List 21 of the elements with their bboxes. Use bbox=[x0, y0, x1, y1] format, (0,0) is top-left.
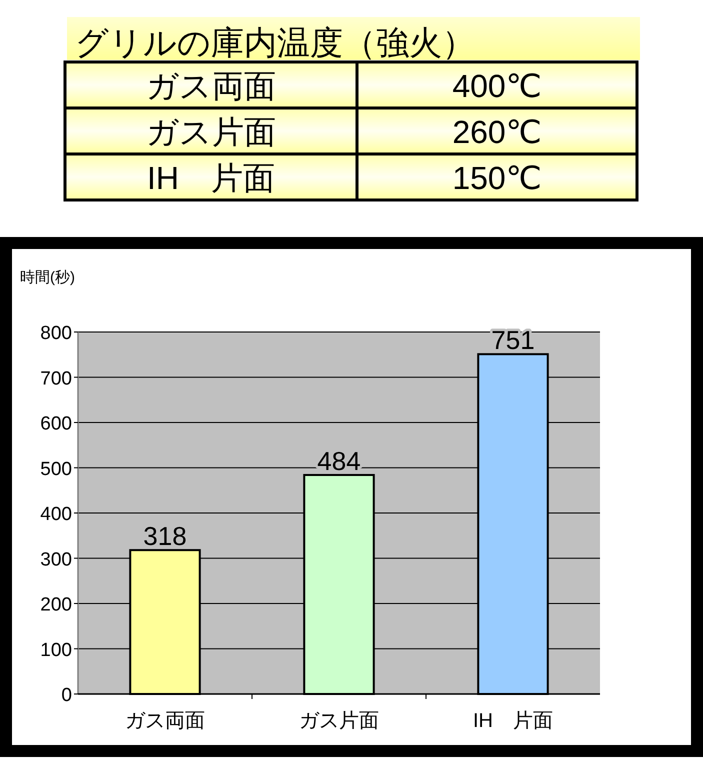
text: 150℃ bbox=[452, 160, 542, 196]
text: ガス両面 bbox=[146, 68, 276, 104]
y-axis-title: 時間(秒) bbox=[20, 269, 75, 286]
y-tick-label: 500 bbox=[40, 458, 72, 480]
y-tick-label: 200 bbox=[40, 594, 72, 616]
text: 260℃ bbox=[452, 114, 542, 150]
text: IH 片面 bbox=[147, 160, 275, 196]
y-tick-label: 600 bbox=[40, 414, 72, 434]
x-tick-label: ガス片面 bbox=[299, 710, 379, 732]
x-tick-label: IH 片面 bbox=[473, 710, 553, 732]
y-tick-label: 300 bbox=[40, 549, 72, 570]
data-label: 318 bbox=[143, 521, 187, 552]
y-tick-label: 400 bbox=[40, 504, 72, 525]
text: グリルの庫内温度（強火） bbox=[75, 24, 475, 61]
y-tick-label: 700 bbox=[40, 368, 72, 390]
y-tick-label: 800 bbox=[40, 323, 72, 344]
y-tick-label: 0 bbox=[61, 685, 72, 706]
y-tick-label: 100 bbox=[40, 640, 72, 661]
x-tick-label: ガス両面 bbox=[125, 710, 205, 732]
text: ガス片面 bbox=[146, 114, 276, 150]
text: 400℃ bbox=[452, 68, 542, 104]
